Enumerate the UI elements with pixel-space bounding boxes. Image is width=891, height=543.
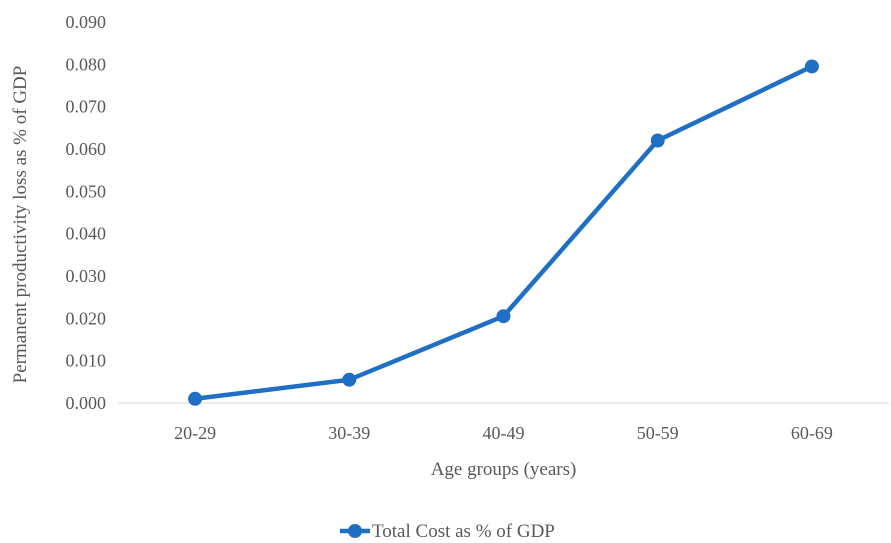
series-line [192, 64, 815, 402]
y-tick-label: 0.020 [66, 308, 107, 328]
y-tick-label: 0.010 [66, 351, 107, 371]
x-tick-label: 30-39 [328, 423, 370, 443]
x-tick-label: 60-69 [791, 423, 833, 443]
legend-label: Total Cost as % of GDP [372, 521, 555, 542]
x-tick-label: 40-49 [483, 423, 525, 443]
y-tick-label: 0.040 [66, 224, 107, 244]
y-tick-label: 0.030 [66, 266, 107, 286]
x-tick-label: 20-29 [174, 423, 216, 443]
x-axis-ticks: 20-29 30-39 40-49 50-59 60-69 [174, 423, 833, 443]
y-axis-ticks: 0.000 0.010 0.020 0.030 0.040 0.050 0.060 0.070… [66, 12, 107, 413]
x-axis-title: Age groups (years) [431, 459, 577, 480]
series-layer [188, 59, 819, 406]
legend-dot-marker [348, 524, 362, 538]
data-point [496, 309, 511, 324]
y-tick-label: 0.050 [66, 181, 107, 201]
y-tick-label: 0.000 [66, 393, 107, 413]
y-tick-label: 0.090 [66, 12, 107, 32]
y-axis-title: Permanent productivity loss as % of GDP [10, 66, 31, 384]
y-tick-label: 0.070 [66, 97, 107, 117]
y-tick-label: 0.060 [66, 139, 107, 159]
data-point [650, 133, 665, 148]
data-point [188, 391, 203, 406]
x-tick-label: 50-59 [637, 423, 679, 443]
data-point [342, 372, 357, 387]
y-tick-label: 0.080 [66, 54, 107, 74]
legend: Total Cost as % of GDP [340, 521, 555, 542]
data-point [804, 59, 819, 74]
